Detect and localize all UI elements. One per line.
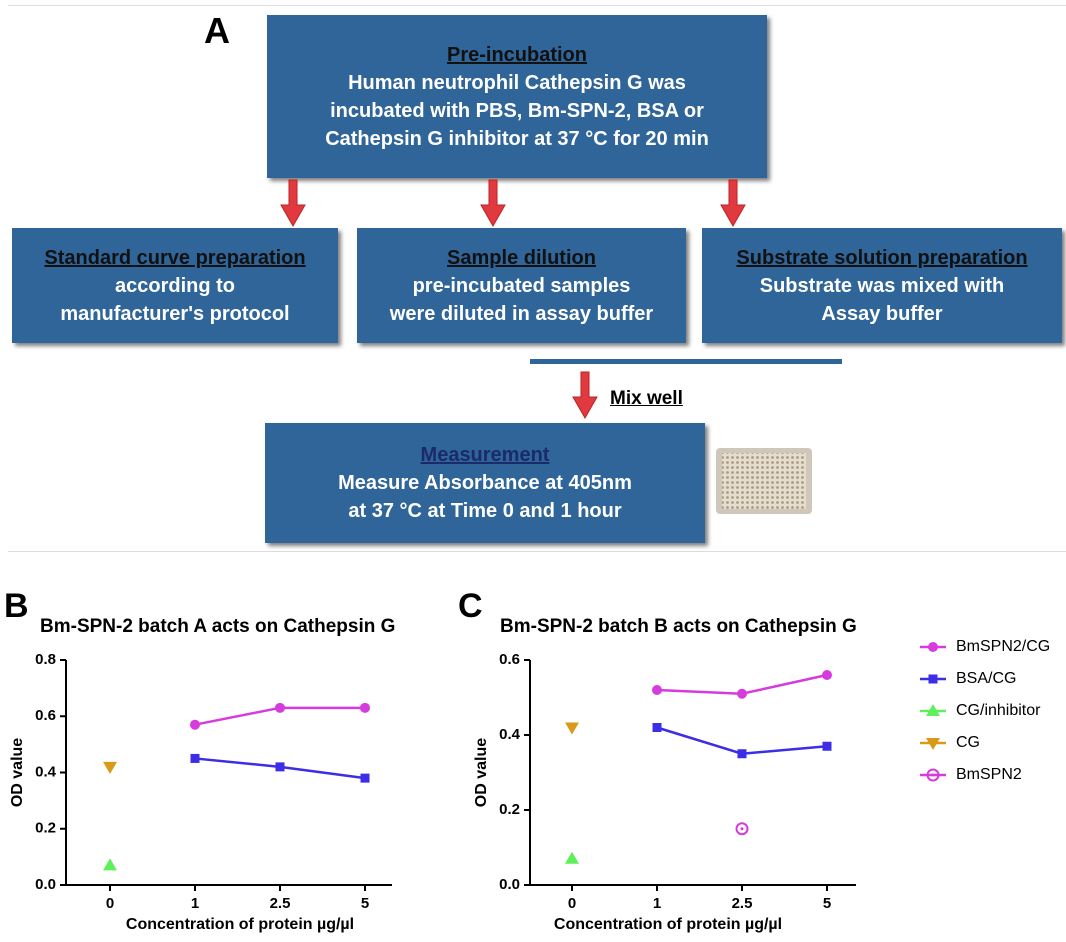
point — [191, 754, 200, 763]
arrow — [721, 180, 745, 226]
point — [738, 749, 747, 758]
point — [653, 723, 662, 732]
y-tick-label: 0.4 — [35, 763, 57, 780]
y-tick-label: 0.8 — [35, 651, 56, 668]
y-axis-label: OD value — [9, 738, 26, 807]
x-tick-label: 0 — [106, 895, 114, 912]
panel-label: B — [4, 587, 29, 625]
marker-dot — [932, 774, 935, 777]
x-tick-label: 1 — [653, 895, 661, 912]
page: A Pre-incubation Human neutrophil Cathep… — [0, 0, 1066, 942]
point — [652, 685, 662, 695]
point — [275, 703, 285, 713]
plate-wells — [722, 453, 806, 509]
legend-marker — [929, 675, 938, 684]
arrow — [481, 180, 505, 226]
point — [361, 774, 370, 783]
legend-label: BmSPN2/CG — [956, 638, 1050, 655]
point — [360, 703, 370, 713]
point — [565, 852, 579, 864]
y-tick-label: 0.2 — [499, 801, 520, 818]
x-tick-label: 2.5 — [270, 895, 291, 912]
y-tick-label: 0.0 — [499, 876, 520, 893]
charts: B Bm-SPN-2 batch A acts on Cathepsin G 0.0… — [0, 0, 1066, 942]
x-tick-label: 5 — [823, 895, 831, 912]
y-tick-label: 0.4 — [499, 726, 521, 743]
point — [737, 689, 747, 699]
point — [103, 762, 117, 774]
point — [823, 742, 832, 751]
y-tick-label: 0.6 — [499, 651, 520, 668]
arrows — [281, 180, 745, 418]
x-axis-label: Concentration of protein µg/µl — [554, 916, 782, 933]
y-axis-label: OD value — [473, 738, 490, 807]
legend-label: BmSPN2 — [956, 766, 1022, 783]
point — [190, 720, 200, 730]
legend-marker — [928, 642, 938, 652]
legend-label: CG — [956, 734, 980, 751]
x-tick-label: 2.5 — [732, 895, 753, 912]
panel-label: C — [458, 587, 483, 625]
point — [103, 858, 117, 870]
x-tick-label: 0 — [568, 895, 576, 912]
point — [276, 762, 285, 771]
chart-title: Bm-SPN-2 batch B acts on Cathepsin G — [500, 616, 857, 637]
legend-label: BSA/CG — [956, 670, 1016, 687]
x-axis-label: Concentration of protein µg/µl — [126, 916, 354, 933]
chart-title: Bm-SPN-2 batch A acts on Cathepsin G — [40, 616, 395, 637]
y-tick-label: 0.2 — [35, 820, 56, 837]
x-tick-label: 1 — [191, 895, 199, 912]
point — [737, 823, 748, 834]
y-tick-label: 0.6 — [35, 707, 56, 724]
point — [822, 670, 832, 680]
legend-label: CG/inhibitor — [956, 702, 1041, 719]
point — [565, 723, 579, 735]
x-tick-label: 5 — [361, 895, 369, 912]
arrow — [573, 372, 597, 418]
y-tick-label: 0.0 — [35, 876, 56, 893]
arrow — [281, 180, 305, 226]
marker-dot — [741, 827, 744, 830]
